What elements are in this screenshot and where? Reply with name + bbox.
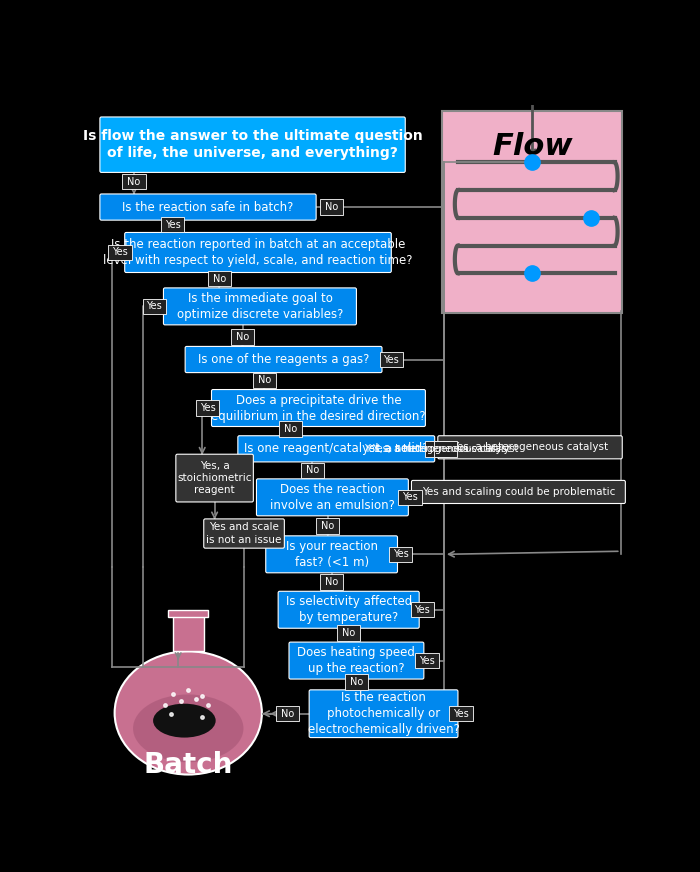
FancyBboxPatch shape: [276, 706, 299, 721]
FancyBboxPatch shape: [320, 200, 343, 215]
FancyBboxPatch shape: [185, 346, 382, 372]
FancyBboxPatch shape: [398, 490, 421, 505]
FancyBboxPatch shape: [279, 421, 302, 437]
FancyBboxPatch shape: [337, 625, 360, 641]
FancyBboxPatch shape: [411, 602, 434, 617]
FancyBboxPatch shape: [316, 518, 340, 534]
Text: No: No: [281, 709, 294, 719]
Text: Is one reagent/catalyst a solid?: Is one reagent/catalyst a solid?: [244, 442, 428, 455]
Text: No: No: [325, 577, 338, 587]
Text: No: No: [258, 375, 271, 385]
Text: No: No: [284, 424, 298, 433]
Text: Does the reaction
involve an emulsion?: Does the reaction involve an emulsion?: [270, 483, 395, 512]
Text: Is your reaction
fast? (<1 m): Is your reaction fast? (<1 m): [286, 540, 377, 569]
Text: Is the immediate goal to
optimize discrete variables?: Is the immediate goal to optimize discre…: [176, 292, 343, 321]
FancyBboxPatch shape: [309, 690, 458, 738]
Text: Is the reaction reported in batch at an acceptable
level with respect to yield, : Is the reaction reported in batch at an …: [104, 238, 413, 267]
Text: No: No: [213, 274, 226, 283]
FancyBboxPatch shape: [238, 436, 435, 462]
Text: Is selectivity affected
by temperature?: Is selectivity affected by temperature?: [286, 596, 412, 624]
FancyBboxPatch shape: [434, 441, 457, 457]
FancyBboxPatch shape: [442, 111, 622, 312]
FancyBboxPatch shape: [412, 480, 625, 503]
Text: Yes: Yes: [146, 302, 162, 311]
Ellipse shape: [133, 694, 244, 762]
FancyBboxPatch shape: [438, 436, 622, 459]
Text: No: No: [127, 177, 141, 187]
FancyBboxPatch shape: [100, 194, 316, 220]
FancyBboxPatch shape: [208, 271, 231, 286]
FancyBboxPatch shape: [278, 591, 419, 628]
FancyBboxPatch shape: [176, 454, 253, 502]
Bar: [168, 610, 209, 617]
Text: No: No: [321, 521, 335, 531]
FancyBboxPatch shape: [108, 245, 132, 260]
Text: Yes, a heterogeneous catalyst: Yes, a heterogeneous catalyst: [364, 444, 510, 453]
Text: Yes and scale
is not an issue: Yes and scale is not an issue: [206, 522, 281, 545]
Text: Is the reaction
photochemically or
electrochemically driven?: Is the reaction photochemically or elect…: [307, 691, 459, 736]
FancyBboxPatch shape: [231, 330, 254, 345]
Text: Yes: Yes: [419, 656, 435, 665]
Text: No: No: [325, 202, 338, 212]
FancyBboxPatch shape: [289, 642, 424, 679]
Text: Flow: Flow: [492, 133, 573, 161]
Text: No: No: [236, 332, 249, 342]
Text: Is one of the reagents a gas?: Is one of the reagents a gas?: [198, 353, 370, 366]
Text: Yes: Yes: [199, 403, 216, 413]
FancyBboxPatch shape: [253, 372, 276, 388]
FancyBboxPatch shape: [379, 351, 403, 367]
Text: Yes, a heterogeneous catalyst: Yes, a heterogeneous catalyst: [372, 444, 519, 453]
FancyBboxPatch shape: [266, 535, 398, 573]
Ellipse shape: [153, 704, 216, 738]
Text: Yes, a
stoichiometric
reagent: Yes, a stoichiometric reagent: [177, 460, 252, 495]
Text: No: No: [342, 628, 356, 637]
FancyBboxPatch shape: [345, 674, 368, 690]
FancyBboxPatch shape: [100, 117, 405, 173]
Ellipse shape: [115, 651, 262, 774]
Bar: [173, 611, 204, 651]
Text: No: No: [306, 466, 319, 475]
FancyBboxPatch shape: [204, 519, 284, 548]
FancyBboxPatch shape: [211, 390, 426, 426]
Text: Yes: Yes: [402, 493, 418, 502]
FancyBboxPatch shape: [415, 653, 439, 668]
Text: Batch: Batch: [144, 752, 233, 780]
Text: Does heating speed
up the reaction?: Does heating speed up the reaction?: [298, 646, 415, 675]
Text: No: No: [350, 678, 363, 687]
FancyBboxPatch shape: [389, 547, 412, 562]
FancyBboxPatch shape: [125, 233, 391, 272]
Text: Does a precipitate drive the
equilibrium in the desired direction?: Does a precipitate drive the equilibrium…: [211, 393, 426, 423]
Text: Yes: Yes: [393, 549, 409, 559]
FancyBboxPatch shape: [196, 400, 219, 416]
FancyBboxPatch shape: [449, 706, 473, 721]
FancyBboxPatch shape: [143, 299, 166, 314]
FancyBboxPatch shape: [300, 463, 324, 478]
FancyBboxPatch shape: [256, 479, 408, 516]
Text: Yes: Yes: [165, 220, 181, 229]
Text: Is flow the answer to the ultimate question
of life, the universe, and everythin: Is flow the answer to the ultimate quest…: [83, 129, 423, 160]
Text: Yes: Yes: [453, 709, 469, 719]
Text: Yes: Yes: [384, 355, 399, 364]
Text: Yes: Yes: [414, 605, 430, 615]
Text: Is the reaction safe in batch?: Is the reaction safe in batch?: [122, 201, 294, 214]
FancyBboxPatch shape: [320, 575, 343, 589]
Text: Yes and scaling could be problematic: Yes and scaling could be problematic: [421, 487, 615, 497]
FancyBboxPatch shape: [163, 288, 356, 325]
FancyBboxPatch shape: [161, 217, 184, 233]
FancyBboxPatch shape: [122, 174, 146, 189]
Text: Yes: Yes: [112, 248, 128, 257]
Text: Yes, a heterogeneous catalyst: Yes, a heterogeneous catalyst: [452, 442, 608, 453]
FancyBboxPatch shape: [426, 441, 449, 457]
